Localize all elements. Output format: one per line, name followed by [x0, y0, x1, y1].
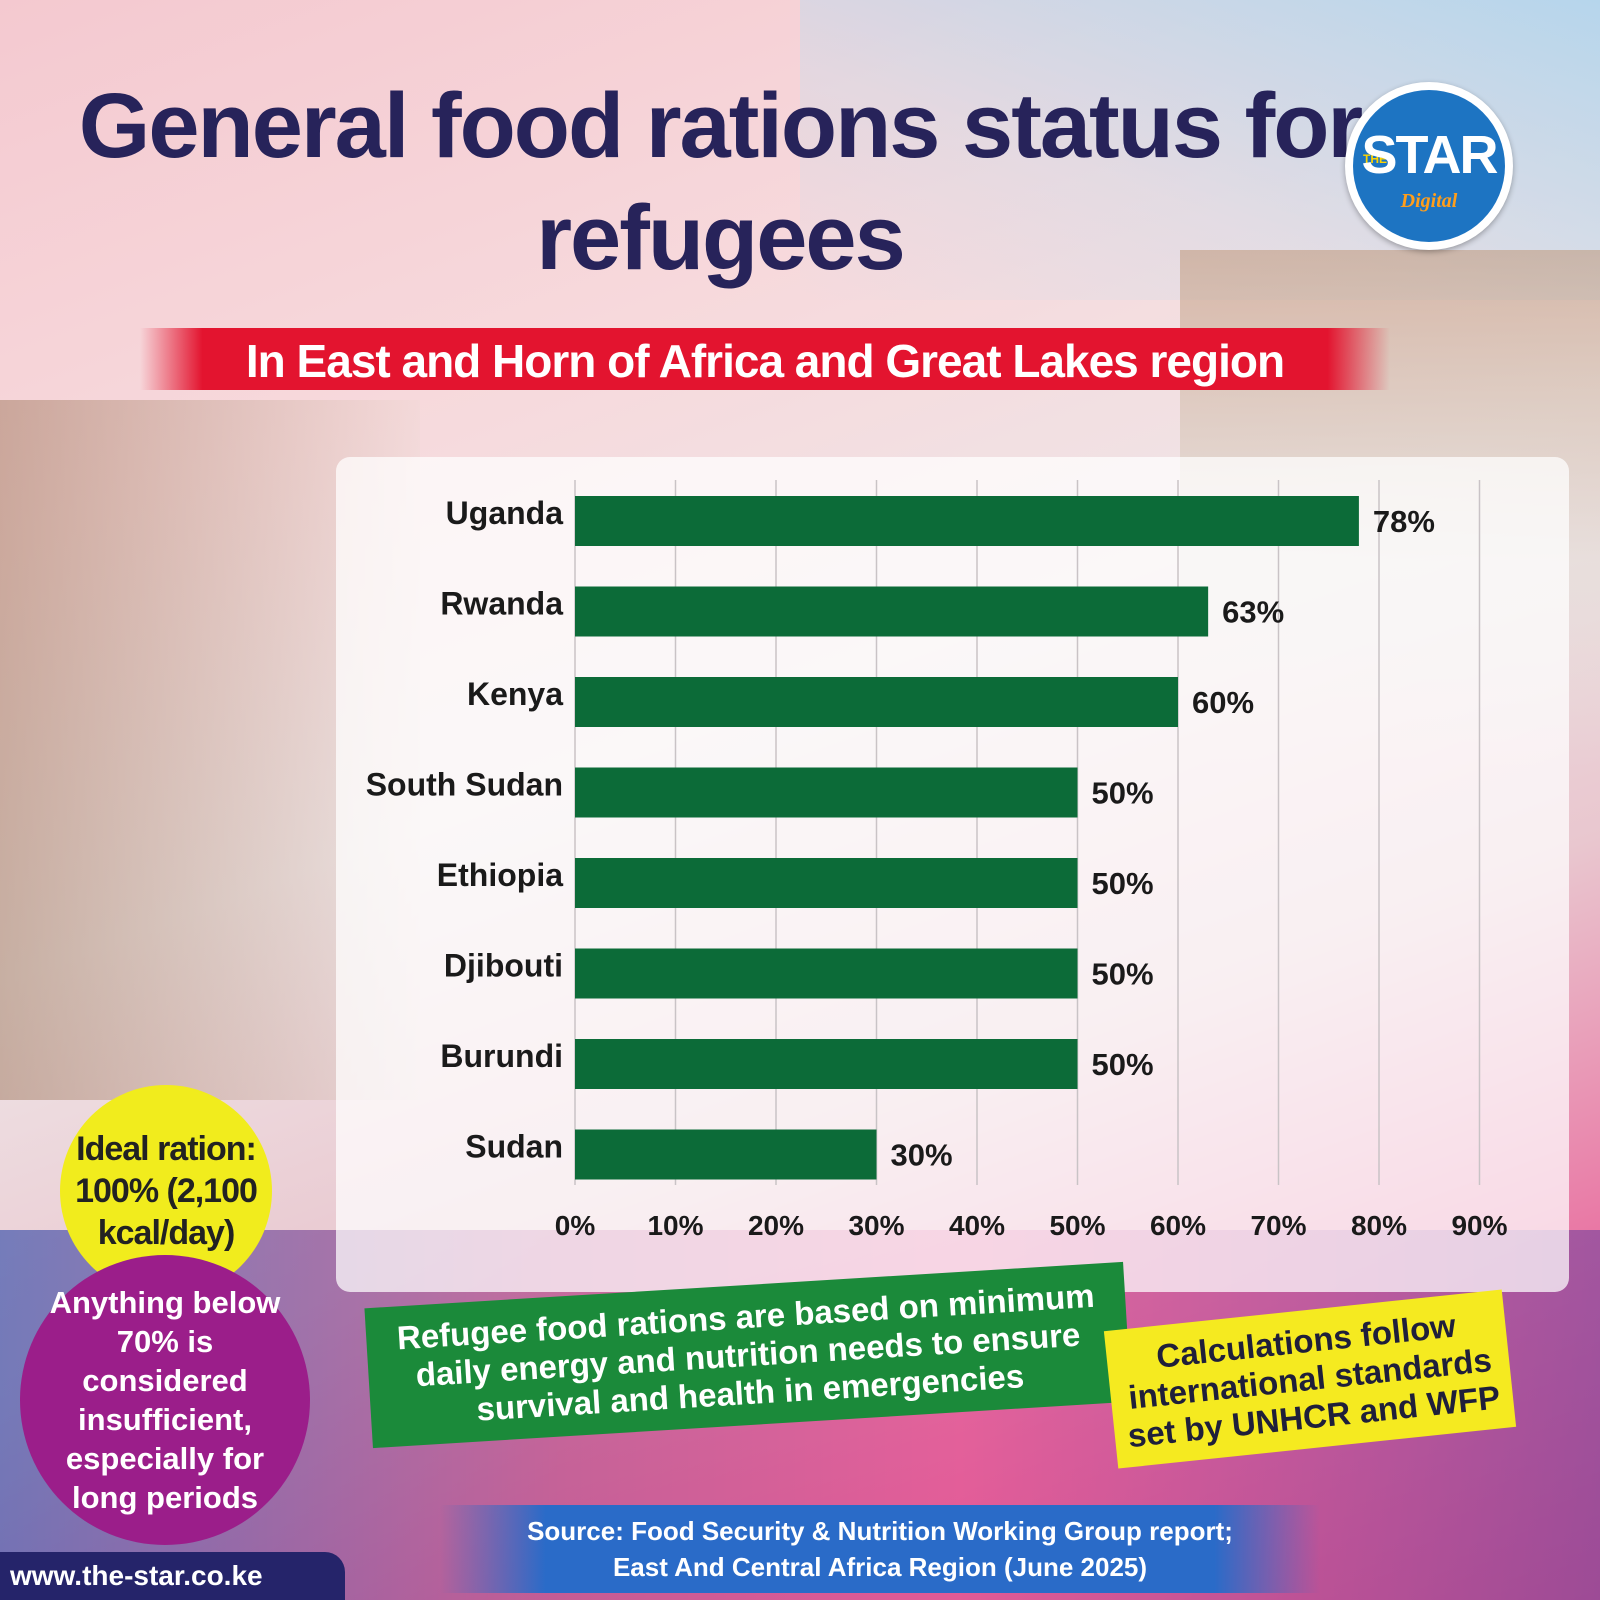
- page-subtitle: In East and Horn of Africa and Great Lak…: [245, 335, 1285, 387]
- x-tick-label: 10%: [647, 1210, 703, 1241]
- category-label: Burundi: [440, 1038, 563, 1074]
- logo-digital-text: Digital: [1400, 190, 1458, 212]
- x-tick-label: 60%: [1150, 1210, 1206, 1241]
- category-label: South Sudan: [366, 767, 563, 803]
- source-line-2: East And Central Africa Region (June 202…: [612, 1552, 1148, 1582]
- category-label: Ethiopia: [437, 857, 563, 893]
- logo-the-text: THE: [1363, 152, 1387, 166]
- insufficient-badge: Anything below 70% is considered insuffi…: [20, 1255, 310, 1545]
- bar-ethiopia: [575, 858, 1078, 908]
- logo-star-text: STAR: [1361, 125, 1499, 185]
- bar-djibouti: [575, 948, 1078, 999]
- page-title: General food rations status for refugees: [78, 75, 1363, 289]
- value-label: 30%: [891, 1138, 953, 1173]
- x-tick-label: 80%: [1351, 1210, 1407, 1241]
- subtitle-band: [140, 328, 1390, 390]
- category-label: Uganda: [446, 495, 564, 531]
- x-tick-label: 20%: [748, 1210, 804, 1241]
- bar-kenya: [575, 677, 1178, 727]
- bar-rwanda: [575, 586, 1209, 637]
- value-label: 63%: [1222, 595, 1284, 630]
- bar-uganda: [575, 496, 1359, 546]
- value-label: 50%: [1092, 866, 1154, 901]
- value-label: 50%: [1092, 776, 1154, 811]
- x-tick-label: 90%: [1451, 1210, 1507, 1241]
- source-line-1: Source: Food Security & Nutrition Workin…: [527, 1516, 1233, 1546]
- website-url[interactable]: www.the-star.co.ke: [0, 1552, 345, 1600]
- bar-sudan: [575, 1129, 877, 1180]
- category-label: Rwanda: [440, 586, 563, 622]
- category-label: Sudan: [465, 1129, 563, 1165]
- bar-south-sudan: [575, 767, 1078, 818]
- bar-burundi: [575, 1039, 1078, 1089]
- insufficient-text: Anything below 70% is considered insuffi…: [49, 1285, 281, 1515]
- value-label: 60%: [1192, 685, 1254, 720]
- x-tick-label: 40%: [949, 1210, 1005, 1241]
- x-tick-label: 50%: [1049, 1210, 1105, 1241]
- ideal-ration-text: Ideal ration: 100% (2,100 kcal/day): [75, 1130, 258, 1252]
- x-tick-label: 30%: [848, 1210, 904, 1241]
- x-tick-label: 70%: [1250, 1210, 1306, 1241]
- x-tick-label: 0%: [555, 1210, 596, 1241]
- value-label: 78%: [1373, 504, 1435, 539]
- value-label: 50%: [1092, 957, 1154, 992]
- star-digital-logo: THE STAR Digital: [1345, 82, 1513, 250]
- source-citation: Source: Food Security & Nutrition Workin…: [440, 1505, 1320, 1593]
- category-label: Djibouti: [444, 948, 563, 984]
- category-label: Kenya: [467, 676, 563, 712]
- standards-text: Calculations follow international standa…: [1125, 1306, 1502, 1455]
- value-label: 50%: [1092, 1047, 1154, 1082]
